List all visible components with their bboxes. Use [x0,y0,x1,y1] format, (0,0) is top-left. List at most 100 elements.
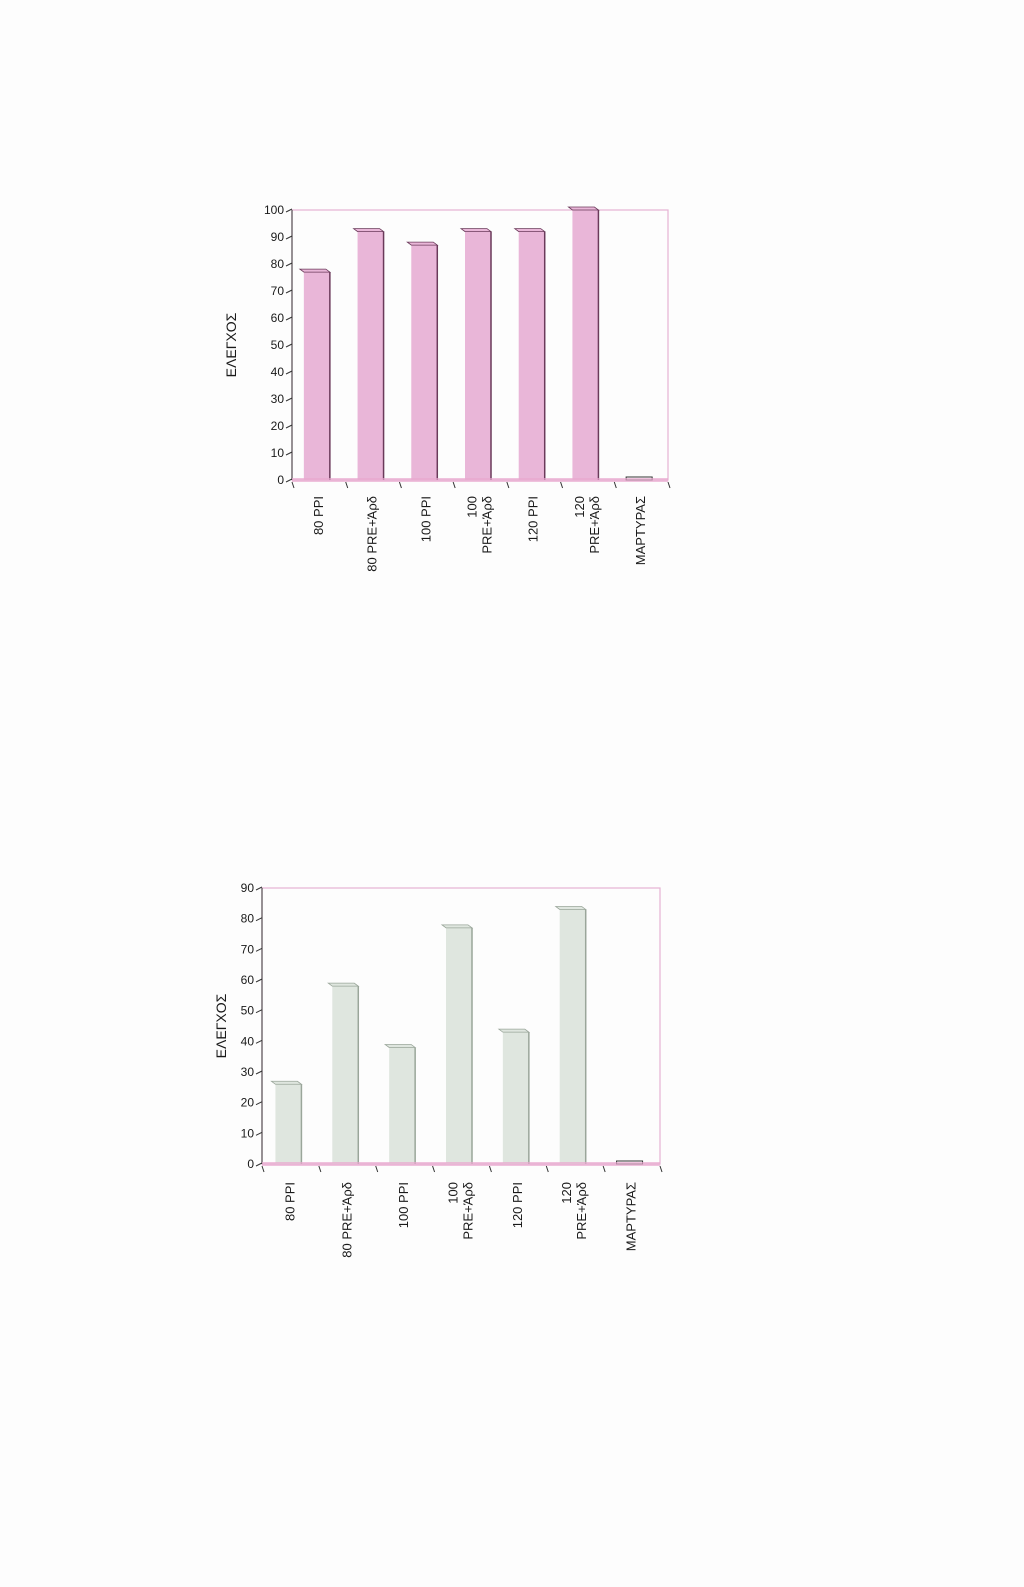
bar [518,231,545,480]
y-tick-mark [285,235,293,240]
y-tick-label: 40 [271,365,285,379]
y-tick-label: 10 [271,446,285,460]
y-tick-mark [285,478,293,483]
x-tick-mark [345,481,349,489]
x-tick-mark [375,1165,379,1173]
bar [303,272,330,480]
bar-top-cap [459,228,493,232]
x-tick-label: 100 PPI [396,1182,411,1228]
bar [411,245,438,480]
y-tick-label: 50 [241,1004,255,1018]
y-tick-label: 50 [271,338,285,352]
y-tick-mark [255,1101,263,1106]
x-tick-label: PRE+Άρδ [574,1182,589,1240]
y-tick-label: 20 [271,419,285,433]
y-tick-mark [285,397,293,402]
x-tick-mark [432,1165,436,1173]
x-tick-mark [291,481,295,489]
y-tick-mark [255,1131,263,1136]
y-tick-mark [285,370,293,375]
x-tick-mark [613,481,617,489]
x-tick-mark [659,1165,663,1173]
bar-top-cap [554,906,587,910]
y-tick-label: 0 [247,1157,254,1171]
bar-top-cap [497,1028,531,1033]
x-tick-label: PRE+Άρδ [587,496,602,554]
y-tick-mark [255,886,263,891]
x-tick-mark [398,481,402,489]
y-tick-label: 20 [241,1096,255,1110]
y-tick-mark [255,947,263,952]
x-tick-label: PRE+Άρδ [480,496,495,554]
x-tick-label: 80 PRE+Άρδ [339,1182,354,1258]
bar-top-cap [513,228,546,232]
x-tick-mark [318,1165,322,1173]
y-tick-mark [255,917,263,922]
y-tick-label: 90 [271,230,285,244]
x-tick-label: ΜΑΡΤΥΡΑΣ [624,1182,639,1251]
y-tick-label: 70 [241,942,255,956]
x-tick-label: 120 [572,496,587,518]
y-tick-label: 80 [271,257,285,271]
y-tick-mark [255,1009,263,1014]
bar [357,231,384,480]
x-tick-mark [602,1165,606,1173]
y-tick-label: 70 [271,284,285,298]
bar-top-cap [567,206,600,211]
y-tick-label: 40 [241,1034,255,1048]
x-tick-label: ΜΑΡΤΥΡΑΣ [633,496,648,565]
x-tick-mark [452,481,456,489]
x-tick-label: 80 PPI [311,496,326,535]
bar [572,210,599,480]
bar [502,1032,529,1164]
y-tick-label: 100 [264,203,284,217]
x-tick-mark [545,1165,549,1173]
bar-top-cap [383,1044,417,1048]
y-tick-label: 60 [271,311,285,325]
x-tick-label: 120 PPI [510,1182,525,1228]
y-tick-mark [285,424,293,429]
x-axis-baseline [292,478,668,482]
x-tick-label: 120 [559,1182,574,1204]
y-tick-mark [285,343,293,348]
bar-top-cap [327,982,360,987]
chart-bottom: 0 10 20 30 40 50 60 70 80 90 ΕΛΕΓΧΟΣ 80 PPI 80 PRE+Ά… [213,881,663,1258]
y-axis-label: ΕΛΕΓΧΟΣ [223,312,239,377]
y-tick-mark [285,208,293,213]
y-tick-mark [285,451,293,456]
x-tick-label: 80 PPI [282,1182,297,1221]
x-tick-mark [261,1165,265,1173]
x-tick-mark [506,481,510,489]
y-tick-mark [285,262,293,267]
x-tick-label: 100 [465,496,480,518]
x-tick-mark [667,481,671,489]
y-tick-mark [255,1039,263,1044]
bar [275,1084,302,1164]
bar-top-cap [440,924,474,929]
y-tick-label: 10 [241,1126,255,1140]
bar-top-cap [352,228,385,232]
x-tick-label: 100 PPI [418,496,433,542]
y-tick-mark [285,316,293,321]
x-tick-label: 100 [446,1182,461,1204]
y-tick-label: 30 [271,392,285,406]
bar-top-cap [270,1080,303,1085]
x-tick-label: PRE+Άρδ [461,1182,476,1240]
bar [332,986,359,1164]
y-tick-mark [255,1070,263,1075]
x-axis-baseline [262,1162,660,1166]
x-tick-label: 80 PRE+Άρδ [365,496,380,572]
y-tick-mark [285,289,293,294]
bar-top-cap [298,268,332,273]
x-tick-label: 120 PPI [526,496,541,542]
y-axis-label: ΕΛΕΓΧΟΣ [213,993,229,1058]
bar [465,231,491,480]
x-tick-mark [560,481,564,489]
bar [446,927,472,1164]
y-tick-label: 60 [241,973,255,987]
y-tick-mark [255,1162,263,1167]
chart-top: 0 10 20 30 40 50 60 70 80 90 100 ΕΛΕΓΧΟΣ 80 PPI 80 PR… [223,203,671,572]
x-tick-mark [488,1165,492,1173]
y-tick-label: 90 [241,881,255,895]
